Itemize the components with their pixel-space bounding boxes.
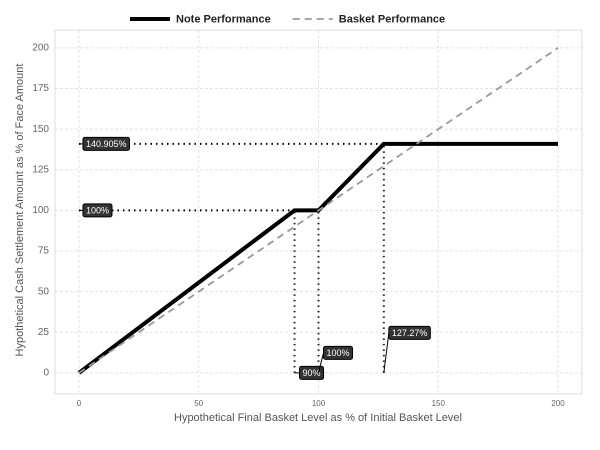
annotation-label: 127.27% xyxy=(392,328,428,338)
x-axis-label: Hypothetical Final Basket Level as % of … xyxy=(174,412,462,424)
y-tick-label: 200 xyxy=(32,43,49,54)
x-tick-label: 100 xyxy=(312,399,326,408)
annotation-label: 140.905% xyxy=(86,139,127,149)
annotation-box xyxy=(299,365,325,380)
annotation-leader xyxy=(383,332,390,373)
x-tick-label: 150 xyxy=(432,399,446,408)
annotation-box xyxy=(388,325,431,340)
legend-label: Note Performance xyxy=(176,13,271,25)
annotation-label: 90% xyxy=(303,368,321,378)
y-tick-label: 150 xyxy=(32,124,49,135)
y-tick-label: 25 xyxy=(38,327,50,338)
annotation-label: 100% xyxy=(86,205,109,215)
legend-label: Basket Performance xyxy=(339,13,445,25)
y-tick-label: 75 xyxy=(38,246,50,257)
x-tick-label: 0 xyxy=(77,399,82,408)
annotation-box xyxy=(323,345,354,360)
y-tick-label: 50 xyxy=(38,286,50,297)
y-axis-label: Hypothetical Cash Settlement Amount as %… xyxy=(14,64,26,357)
annotation-box xyxy=(82,136,131,151)
annotation-box xyxy=(82,203,113,218)
series-line xyxy=(78,47,559,374)
y-tick-label: 100 xyxy=(32,205,49,216)
plot-border xyxy=(54,29,583,395)
y-tick-label: 0 xyxy=(43,368,49,379)
annotation-leader xyxy=(318,352,324,373)
annotation-label: 100% xyxy=(327,348,350,358)
x-tick-label: 200 xyxy=(551,399,565,408)
y-tick-label: 125 xyxy=(32,164,49,175)
x-tick-label: 50 xyxy=(194,399,203,408)
y-tick-label: 175 xyxy=(32,83,49,94)
